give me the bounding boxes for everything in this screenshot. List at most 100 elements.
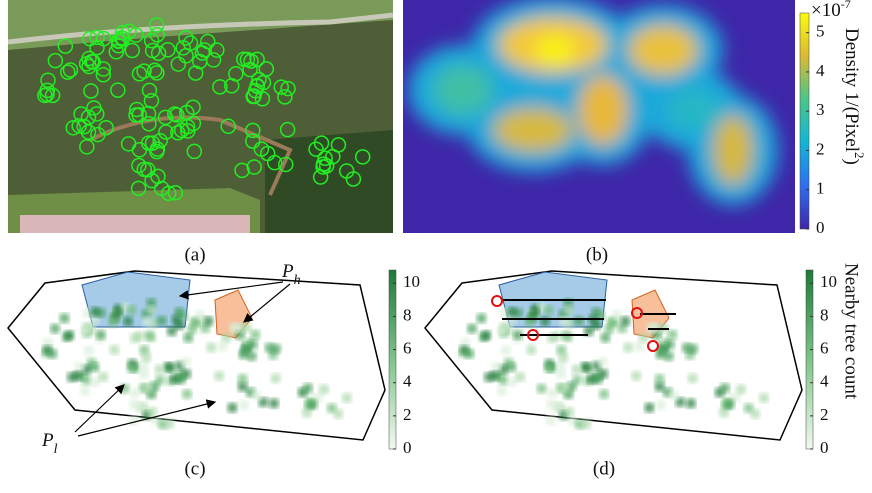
tree-dot	[476, 313, 487, 324]
tree-dot	[559, 383, 570, 394]
density-blob	[668, 90, 718, 130]
tree-dot	[134, 401, 145, 412]
tree-dot	[217, 341, 228, 352]
colorbar-tick-label: 2	[403, 405, 412, 424]
tree-dot	[139, 345, 150, 356]
tree-dot	[250, 329, 261, 340]
colorbar	[805, 269, 814, 450]
tree-detection	[245, 133, 261, 149]
tree-detection	[178, 30, 194, 46]
tree-detection	[110, 82, 126, 98]
tree-detection	[78, 55, 95, 72]
colorbar	[388, 269, 397, 450]
tree-dot	[154, 364, 165, 375]
tree-dot	[237, 373, 248, 384]
tree-dot	[460, 337, 471, 348]
tree-dot	[611, 309, 622, 320]
tree-detection	[89, 29, 105, 46]
tree-dot	[89, 314, 100, 325]
tree-dot	[546, 415, 557, 426]
tree-dot	[181, 389, 192, 400]
tree-detection	[313, 135, 330, 151]
tree-dot	[543, 305, 554, 316]
tree-dot	[654, 373, 665, 384]
tree-detection	[39, 82, 55, 99]
tree-dot	[564, 406, 575, 417]
tree-detection	[148, 17, 165, 33]
tree-dot	[481, 330, 492, 341]
density-blob	[493, 108, 573, 152]
tree-dot	[270, 373, 281, 384]
tree-dot	[735, 384, 746, 395]
tree-dot	[307, 399, 318, 410]
tree-dot	[555, 361, 566, 372]
colorbar-label: Nearby tree count	[841, 263, 862, 400]
tree-dot	[558, 352, 569, 363]
tree-detection	[131, 142, 148, 158]
tree-dot	[163, 362, 174, 373]
tree-dot	[166, 326, 177, 337]
tree-dot	[591, 307, 602, 318]
tree-dot	[183, 332, 194, 343]
tree-dot	[129, 333, 140, 344]
tree-dot	[658, 322, 669, 333]
tree-dot	[718, 407, 729, 418]
tree-dot	[743, 403, 754, 414]
density-blob	[535, 36, 575, 64]
tree-detection	[144, 42, 161, 59]
tree-dot	[631, 370, 642, 381]
tree-detection	[141, 116, 157, 132]
tree-detection	[144, 135, 161, 151]
colorbar-tick-label: 3	[816, 100, 825, 119]
tree-dot	[232, 322, 243, 333]
tree-dot	[98, 371, 109, 382]
tree-dot	[268, 398, 279, 409]
tree-dot	[313, 392, 324, 403]
tree-detection	[223, 78, 240, 94]
tree-dot	[194, 309, 205, 320]
colorbar-label: Density 1/(Pixel2)	[841, 28, 867, 165]
colorbar-tick-label: 5	[816, 22, 825, 41]
tree-dot	[79, 385, 90, 396]
tree-dot	[214, 370, 225, 381]
tree-detection	[65, 120, 82, 136]
tree-dot	[580, 362, 591, 373]
tree-detection	[44, 87, 61, 104]
tree-detection	[62, 62, 79, 78]
tree-dot	[515, 371, 526, 382]
tree-detection	[128, 107, 144, 123]
tree-dot	[107, 317, 118, 328]
tree-detection	[160, 185, 177, 202]
colorbar-tick-label: 4	[820, 372, 829, 391]
tree-dot	[301, 407, 312, 418]
colorbar-multiplier: ×10-7	[811, 0, 851, 21]
tree-dot	[142, 383, 153, 394]
tree-detection	[354, 149, 371, 165]
colorbar-tick-label: 0	[403, 438, 412, 457]
tree-dot	[240, 345, 251, 356]
tree-dot	[147, 406, 158, 417]
tree-dot	[464, 348, 475, 359]
density-blob	[713, 115, 753, 185]
tree-dot	[318, 384, 329, 395]
tree-dot	[724, 399, 735, 410]
tree-dot	[180, 357, 191, 368]
tree-dot	[174, 307, 185, 318]
annotations	[74, 281, 676, 437]
tree-dot	[271, 343, 282, 354]
tree-detection	[247, 83, 264, 99]
tree-dot	[491, 362, 502, 373]
tree-detection	[95, 30, 112, 47]
tree-dot	[583, 326, 594, 337]
tree-detection	[39, 86, 55, 103]
tree-detection	[149, 143, 165, 160]
tree-dot	[500, 345, 511, 356]
tree-detection	[131, 66, 148, 82]
tree-detection	[259, 145, 276, 162]
tree-dot	[59, 313, 70, 324]
tree-dot	[556, 345, 567, 356]
tree-detection	[273, 79, 290, 95]
tree-dot	[138, 369, 149, 380]
tree-dot	[467, 323, 478, 334]
colorbar-tick-label: 8	[820, 305, 829, 324]
